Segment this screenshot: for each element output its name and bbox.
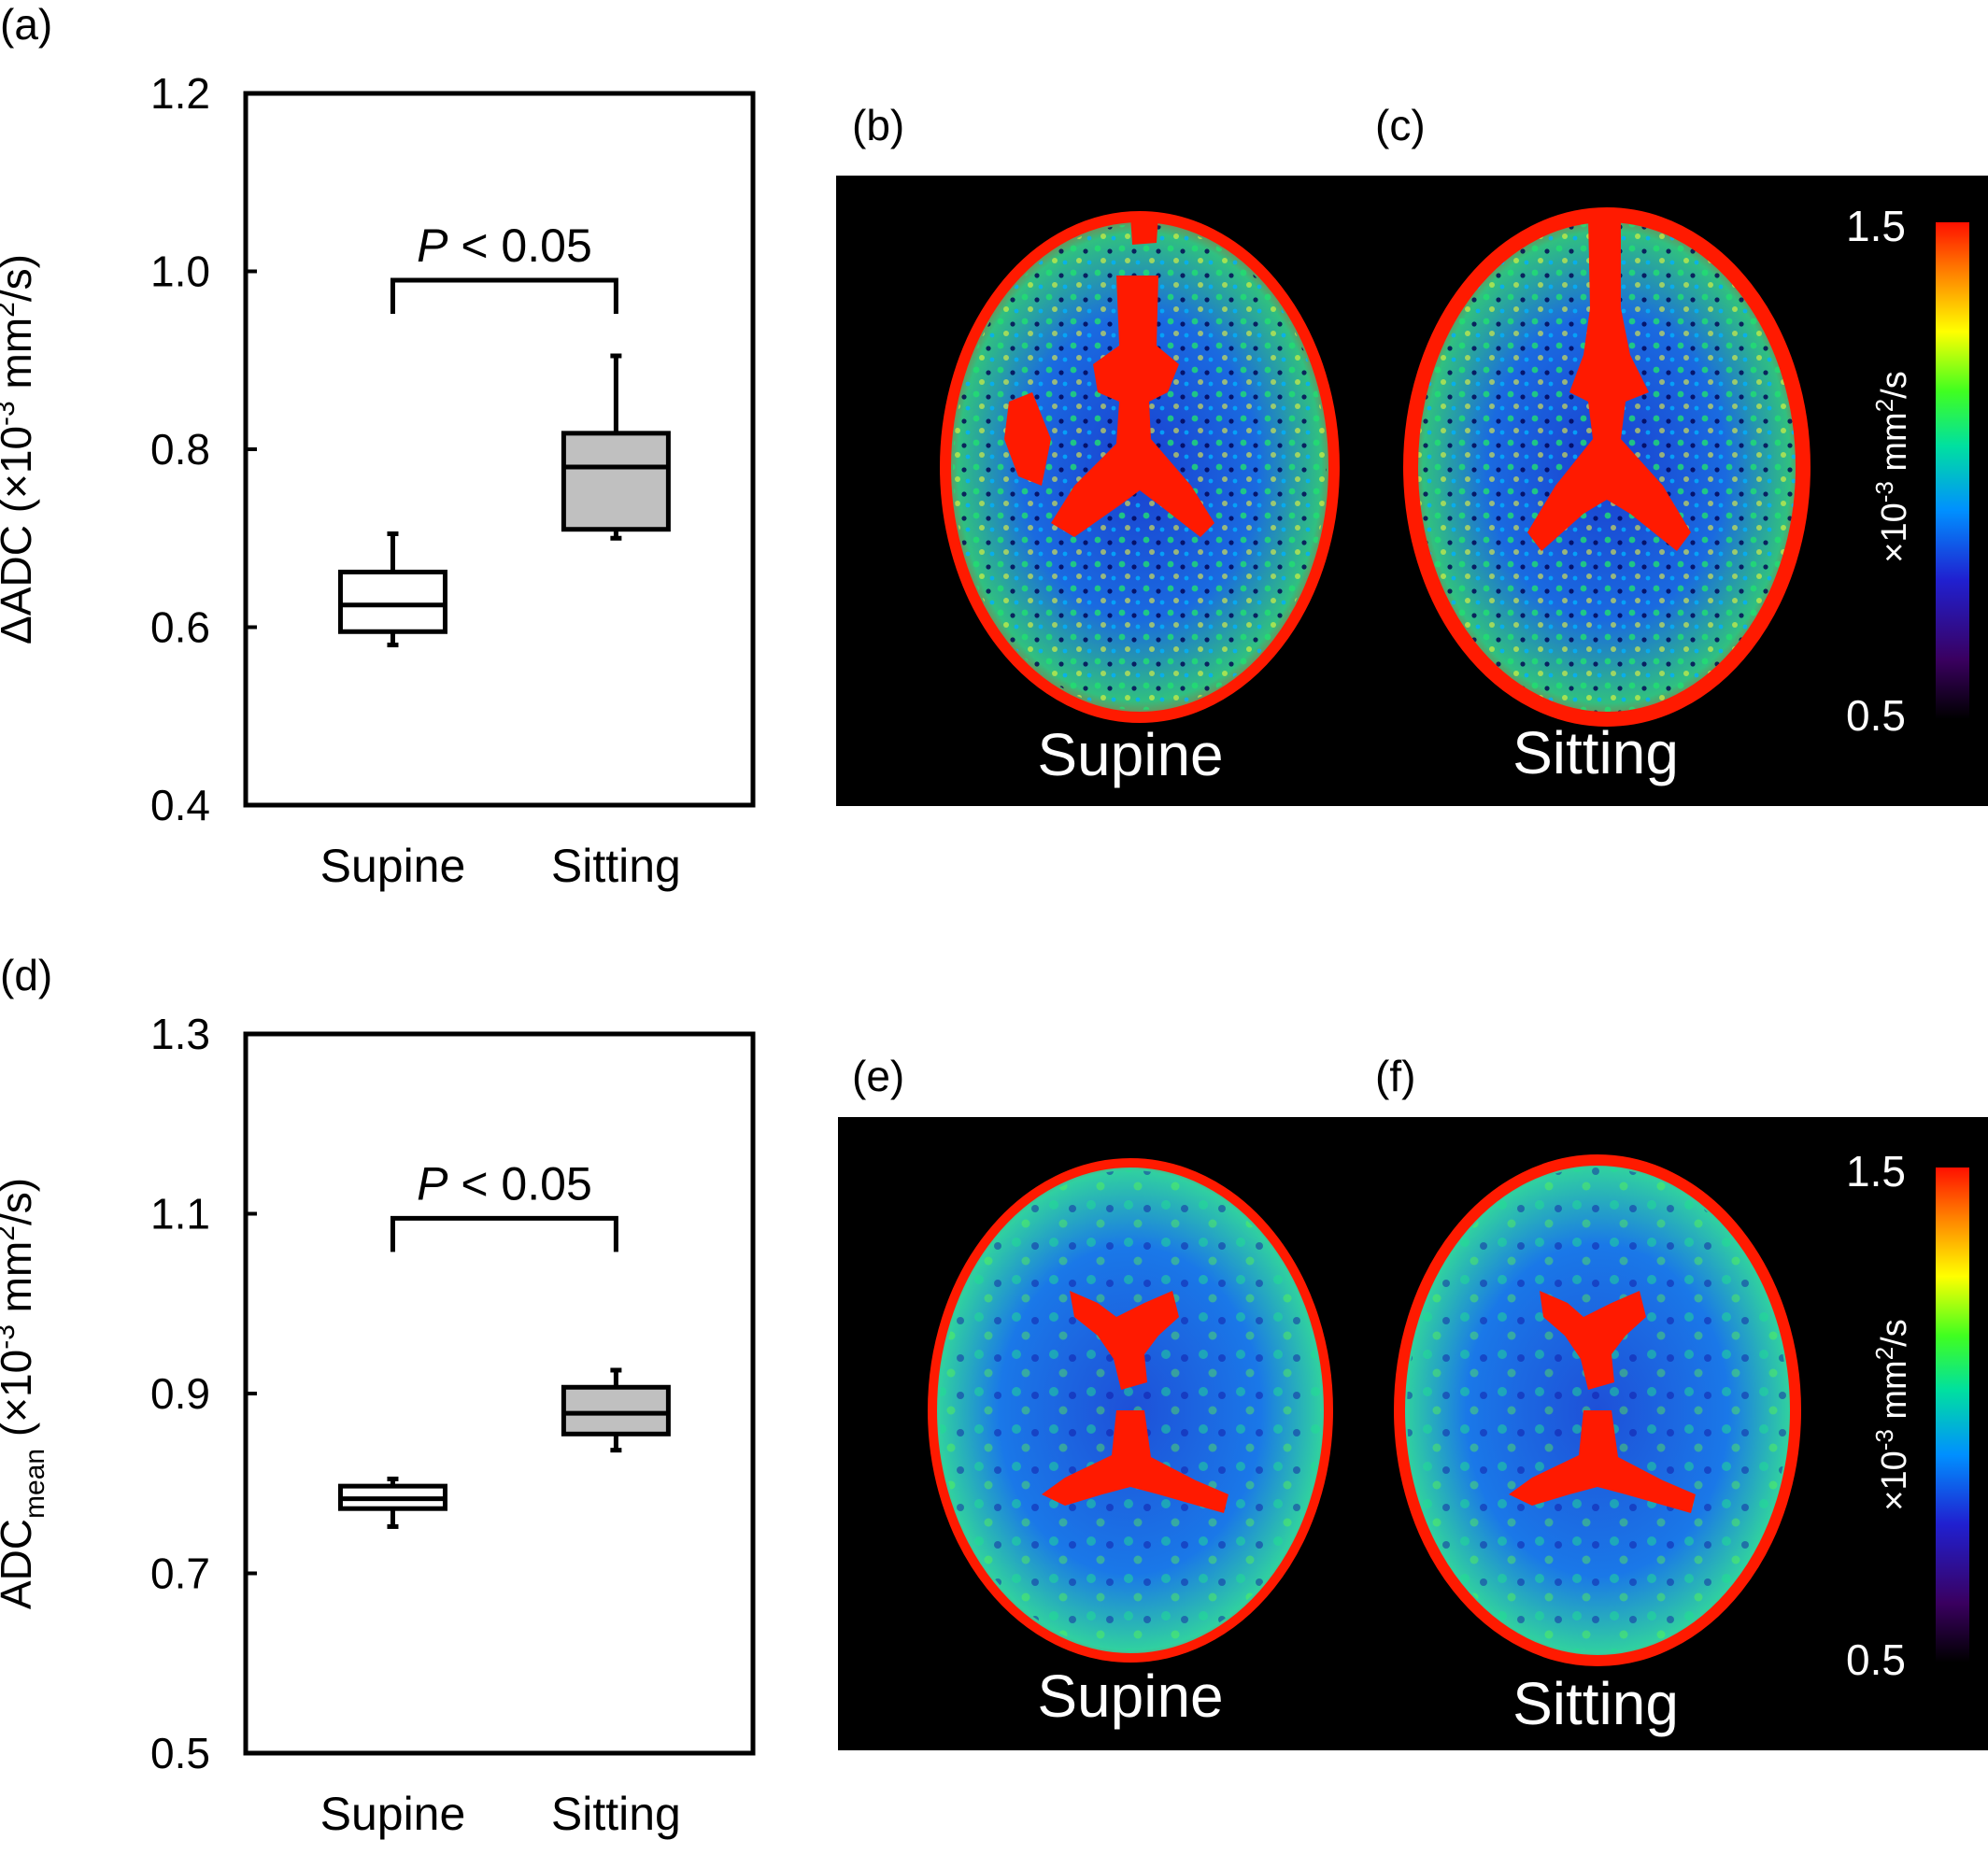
box-plot-a: 0.4 0.6 0.8 1.0 1.2 ΔADC (×10-3 mm2/s) Supine S… xyxy=(0,69,756,892)
colorbar-top: 1.5 0.5 ×10-3 mm2/s xyxy=(1846,202,1969,740)
y-tick-label: 0.9 xyxy=(150,1369,210,1418)
colorbar-unit-top: ×10-3 mm2/s xyxy=(1870,371,1914,563)
y-tick-label: 1.1 xyxy=(150,1190,210,1238)
box-sitting xyxy=(561,1367,671,1453)
colorbar-gradient-bottom xyxy=(1936,1168,1969,1663)
plot-frame-d xyxy=(243,1031,756,1756)
panel-label-a: (a) xyxy=(0,0,52,49)
box-iqr xyxy=(561,1384,671,1436)
y-axis-label-d: ADCmean (×10-3 mm2/s) xyxy=(0,1178,50,1609)
x-category-label: Supine xyxy=(320,1788,466,1840)
panel-label-c: (c) xyxy=(1375,101,1426,149)
adc-map-sitting-top xyxy=(1403,207,1810,727)
x-category-label: Sitting xyxy=(551,840,681,892)
colorbar-min-bottom: 0.5 xyxy=(1846,1635,1906,1684)
colorbar-bottom: 1.5 0.5 ×10-3 mm2/s xyxy=(1846,1147,1969,1684)
y-axis-label-a: ΔADC (×10-3 mm2/s) xyxy=(0,254,40,644)
y-tick-label: 1.2 xyxy=(150,69,210,118)
y-tick-label: 0.8 xyxy=(150,425,210,474)
colorbar-max-bottom: 1.5 xyxy=(1846,1147,1906,1196)
colorbar-min-top: 0.5 xyxy=(1846,691,1906,740)
significance-label: P < 0.05 xyxy=(417,219,592,272)
map-label-supine-top: Supine xyxy=(1037,721,1223,788)
box-supine xyxy=(337,531,447,648)
plot-frame-a xyxy=(243,91,756,808)
y-tick-label: 0.4 xyxy=(150,781,210,829)
y-tick-label: 0.7 xyxy=(150,1550,210,1598)
map-label-sitting-bottom: Sitting xyxy=(1512,1670,1679,1737)
box-iqr xyxy=(337,569,447,634)
box-iqr xyxy=(561,431,671,532)
y-tick-label: 1.3 xyxy=(150,1010,210,1058)
map-label-sitting-top: Sitting xyxy=(1512,719,1679,786)
y-tick-label: 0.6 xyxy=(150,603,210,652)
colorbar-gradient-top xyxy=(1936,222,1969,719)
significance-bracket xyxy=(390,1215,618,1253)
x-category-label: Sitting xyxy=(551,1788,681,1840)
panel-label-f: (f) xyxy=(1375,1052,1415,1100)
y-tick-label: 0.5 xyxy=(150,1729,210,1777)
box-supine xyxy=(337,1476,447,1529)
significance-label: P < 0.05 xyxy=(417,1157,592,1210)
colorbar-max-top: 1.5 xyxy=(1846,202,1906,250)
panel-label-e: (e) xyxy=(852,1052,904,1100)
box-plot-d: 0.5 0.7 0.9 1.1 1.3 ADCmean (×10-3 mm2/s) Supi… xyxy=(0,1010,756,1840)
adc-map-sitting-bottom xyxy=(1394,1154,1801,1666)
y-tick-label: 1.0 xyxy=(150,248,210,296)
adc-map-supine-bottom xyxy=(928,1158,1333,1663)
significance-bracket xyxy=(390,277,618,315)
x-category-label: Supine xyxy=(320,840,466,892)
box-sitting xyxy=(561,353,671,541)
panel-label-b: (b) xyxy=(852,101,904,149)
panel-label-d: (d) xyxy=(0,951,52,999)
map-label-supine-bottom: Supine xyxy=(1037,1663,1223,1730)
colorbar-unit-bottom: ×10-3 mm2/s xyxy=(1870,1319,1914,1511)
adc-map-supine-top xyxy=(940,211,1340,723)
